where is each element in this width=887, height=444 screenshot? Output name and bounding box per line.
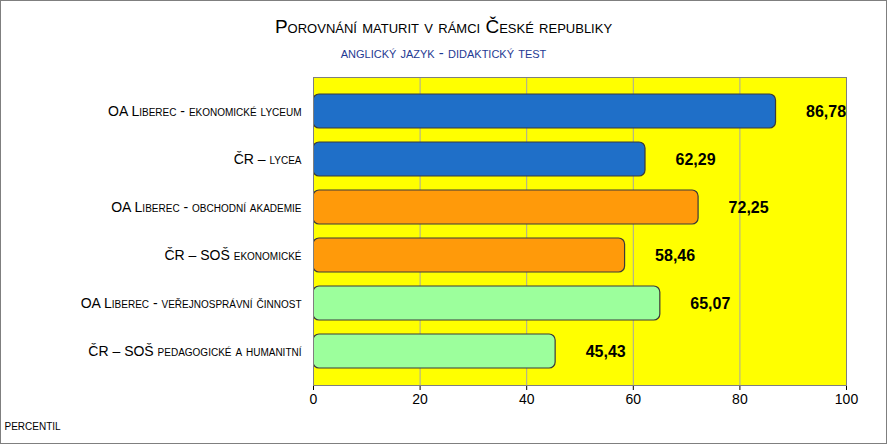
- svg-text:0: 0: [310, 391, 318, 407]
- svg-text:60: 60: [626, 391, 642, 407]
- svg-text:62,29: 62,29: [676, 151, 716, 168]
- svg-text:ČR – lycea: ČR – lycea: [234, 151, 302, 167]
- svg-text:45,43: 45,43: [586, 343, 626, 360]
- svg-text:20: 20: [412, 391, 428, 407]
- svg-text:percentil: percentil: [5, 417, 62, 433]
- svg-text:OA Liberec - ekonomické lyceum: OA Liberec - ekonomické lyceum: [108, 103, 301, 119]
- svg-text:100: 100: [835, 391, 859, 407]
- html-text:Porovnání maturit v rámci Česk: Porovnání maturit v rámci České republik…: [274, 16, 613, 37]
- svg-text:40: 40: [519, 391, 535, 407]
- svg-text:86,78: 86,78: [806, 103, 846, 120]
- svg-text:72,25: 72,25: [729, 199, 769, 216]
- html-text:anglický jazyk - didaktický te: anglický jazyk - didaktický test: [340, 44, 547, 61]
- svg-text:OA Liberec - obchodní akademie: OA Liberec - obchodní akademie: [111, 199, 302, 215]
- svg-text:65,07: 65,07: [690, 295, 730, 312]
- svg-text:OA Liberec - veřejnosprávní či: OA Liberec - veřejnosprávní činnost: [81, 295, 302, 311]
- svg-text:80: 80: [732, 391, 748, 407]
- svg-text:ČR – SOŠ ekonomické: ČR – SOŠ ekonomické: [164, 247, 301, 263]
- svg-text:ČR – SOŠ pedagogické a humanit: ČR – SOŠ pedagogické a humanitní: [88, 343, 301, 359]
- svg-text:58,46: 58,46: [655, 247, 695, 264]
